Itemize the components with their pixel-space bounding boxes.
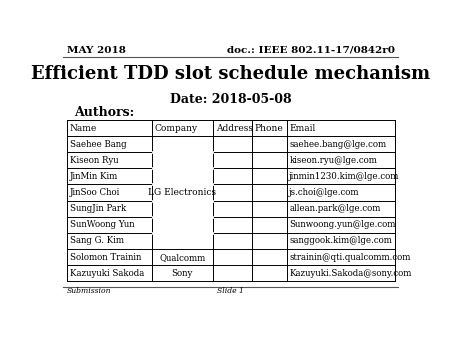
Text: Slide 1: Slide 1	[217, 287, 244, 295]
Text: Kiseon Ryu: Kiseon Ryu	[69, 156, 118, 165]
Text: LG Electronics: LG Electronics	[148, 188, 216, 197]
Text: jinmin1230.kim@lge.com: jinmin1230.kim@lge.com	[289, 172, 400, 181]
Text: Sony: Sony	[172, 269, 193, 278]
Text: Submission: Submission	[67, 287, 111, 295]
Text: kiseon.ryu@lge.com: kiseon.ryu@lge.com	[289, 156, 377, 165]
Text: Email: Email	[289, 123, 315, 132]
Text: Efficient TDD slot schedule mechanism: Efficient TDD slot schedule mechanism	[31, 65, 430, 83]
Text: SungJin Park: SungJin Park	[69, 204, 126, 213]
Text: Authors:: Authors:	[74, 106, 134, 119]
Text: JinSoo Choi: JinSoo Choi	[69, 188, 120, 197]
Text: Saehee Bang: Saehee Bang	[69, 140, 126, 149]
Text: Company: Company	[154, 123, 198, 132]
Text: saehee.bang@lge.com: saehee.bang@lge.com	[289, 140, 387, 149]
Text: MAY 2018: MAY 2018	[67, 46, 126, 55]
Text: JinMin Kim: JinMin Kim	[69, 172, 118, 181]
Text: sanggook.kim@lge.com: sanggook.kim@lge.com	[289, 237, 392, 245]
Text: Qualcomm: Qualcomm	[159, 252, 206, 262]
Text: Sunwoong.yun@lge.com: Sunwoong.yun@lge.com	[289, 220, 396, 229]
Text: Kazuyuki.Sakoda@sony.com: Kazuyuki.Sakoda@sony.com	[289, 269, 412, 278]
Text: allean.park@lge.com: allean.park@lge.com	[289, 204, 381, 213]
Text: Sang G. Kim: Sang G. Kim	[69, 237, 123, 245]
Text: Phone: Phone	[255, 123, 284, 132]
Text: doc.: IEEE 802.11-17/0842r0: doc.: IEEE 802.11-17/0842r0	[226, 46, 395, 55]
Text: Kazuyuki Sakoda: Kazuyuki Sakoda	[69, 269, 144, 278]
Text: Solomon Trainin: Solomon Trainin	[69, 252, 141, 262]
Text: Name: Name	[69, 123, 97, 132]
Text: strainin@qti.qualcomm.com: strainin@qti.qualcomm.com	[289, 252, 411, 262]
Text: js.choi@lge.com: js.choi@lge.com	[289, 188, 360, 197]
Text: Date: 2018-05-08: Date: 2018-05-08	[170, 93, 292, 105]
Text: SunWoong Yun: SunWoong Yun	[69, 220, 134, 229]
Text: Address: Address	[216, 123, 253, 132]
